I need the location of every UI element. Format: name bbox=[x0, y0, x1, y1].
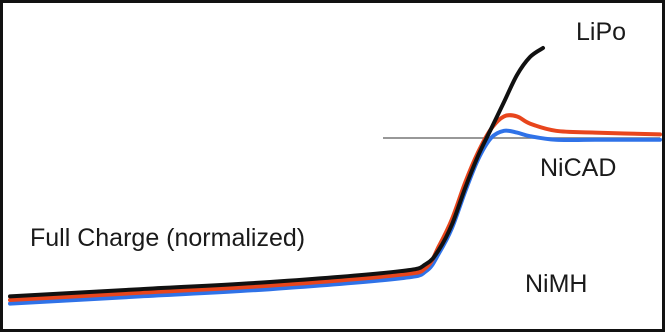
series-line-lipo bbox=[8, 46, 545, 299]
full-charge-label: Full Charge (normalized) bbox=[30, 224, 305, 252]
series-label-nicad: NiCAD bbox=[540, 154, 616, 182]
series-label-lipo: LiPo bbox=[576, 18, 626, 46]
series-label-nimh: NiMH bbox=[525, 270, 588, 298]
